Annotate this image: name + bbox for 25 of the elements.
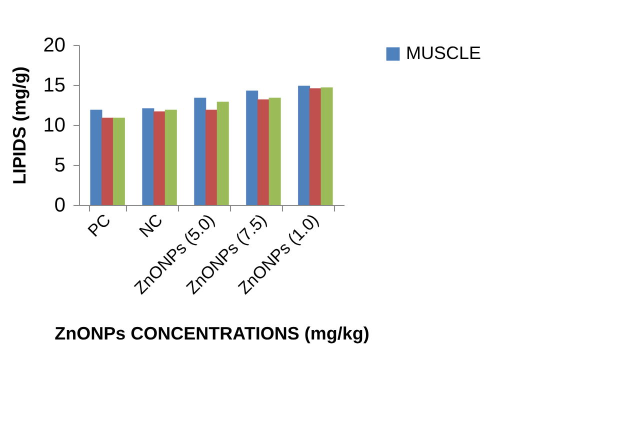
y-axis-title: LIPIDS (mg/g) [9,66,30,184]
bar [216,102,229,205]
y-tick-label: 10 [43,114,66,136]
bar [206,110,218,205]
y-tick-label: 5 [54,154,66,176]
legend-label: MUSCLE [406,43,482,63]
x-tick-label: NC [136,210,166,242]
bar [246,90,258,205]
bar [268,98,281,205]
bar [164,110,177,205]
bar [194,98,206,205]
x-tick-label: PC [84,210,114,241]
y-tick-label: 15 [43,74,66,96]
bar [90,110,102,205]
bar [298,86,310,205]
bar [309,88,322,205]
bar [142,108,154,205]
x-axis-title: ZnONPs CONCENTRATIONS (mg/kg) [54,323,370,344]
bar [154,111,166,205]
y-tick-label: 20 [43,34,66,56]
bar [102,118,114,205]
bar [112,118,125,205]
bar [257,99,270,205]
bar [320,87,333,205]
y-tick-label: 0 [54,194,66,216]
